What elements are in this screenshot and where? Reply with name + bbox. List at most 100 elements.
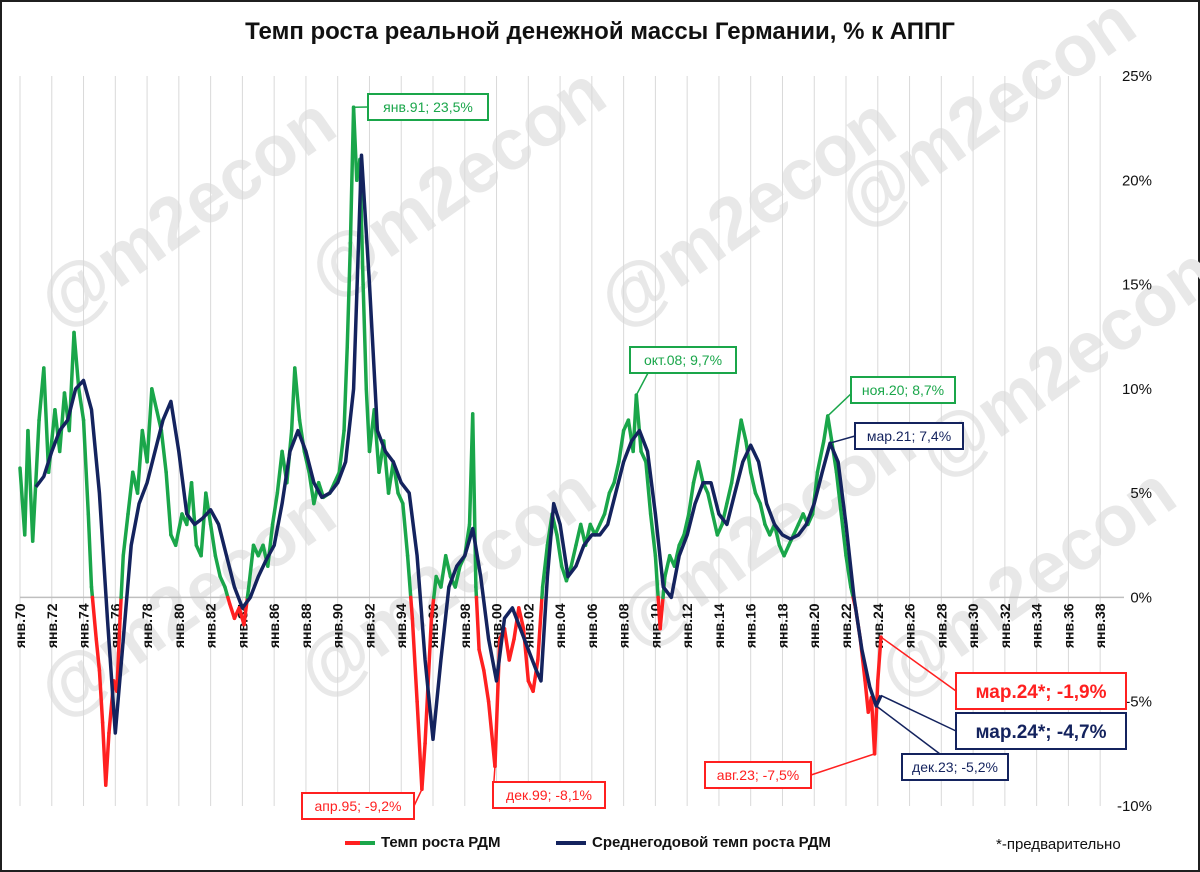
y-tick-label: 10%: [1122, 381, 1152, 398]
x-tick-label: янв.70: [12, 603, 28, 648]
watermark-text: @m2econ: [903, 231, 1200, 493]
x-tick-label: янв.38: [1092, 603, 1108, 648]
x-tick-label: янв.24: [870, 603, 886, 648]
series-rdm-segment: [687, 480, 696, 516]
series-rdm-segment: [753, 491, 762, 506]
series-rdm-segment: [758, 501, 767, 527]
annotation-leader: [635, 372, 649, 396]
x-tick-label: янв.18: [774, 603, 790, 648]
x-tick-label: янв.08: [616, 603, 632, 648]
series-rdm-segment: [432, 574, 438, 600]
series-rdm-segment: [531, 658, 540, 694]
annotation-layer: янв.91; 23,5% окт.08; 9,7% ноя.20; 8,7% мар…: [301, 93, 1127, 820]
series-rdm-segment: [502, 626, 512, 662]
series-rdm-segment: [30, 418, 41, 543]
series-rdm-segment: [634, 393, 643, 454]
series-rdm-segment: [453, 564, 462, 589]
chart-title: Темп роста реальной денежной массы Герма…: [245, 18, 955, 45]
watermark-layer: @m2econ@m2econ@m2econ@m2econ@m2econ@m2ec…: [23, 0, 1200, 733]
series-rdm-segment: [639, 449, 648, 464]
legend-item-rdm: Темп роста РДМ: [345, 834, 500, 851]
annotation-box: [367, 93, 489, 121]
y-tick-label: -5%: [1125, 694, 1152, 711]
series-rdm-segment: [477, 647, 486, 673]
series-rdm-segment: [672, 543, 681, 568]
legend-item-avg: Среднегодовой темп роста РДМ: [556, 834, 831, 851]
series-rdm-segment: [372, 407, 381, 475]
x-tick-label: янв.12: [679, 603, 695, 648]
series-layer: [18, 105, 883, 792]
y-tick-label: 15%: [1122, 277, 1152, 294]
series-rdm-segment: [415, 699, 424, 792]
series-rdm-segment: [94, 637, 102, 673]
annotation-box: [492, 781, 606, 809]
x-tick-label: янв.14: [711, 603, 727, 648]
series-rdm-segment: [345, 241, 353, 349]
series-rdm-segment: [607, 480, 616, 495]
series-rdm-segment: [126, 470, 135, 516]
x-tick-label: янв.88: [298, 603, 314, 648]
x-tick-label: янв.78: [139, 603, 155, 648]
series-rdm-segment: [218, 574, 227, 589]
series-rdm-segment: [872, 679, 880, 756]
series-rdm-segment: [164, 470, 173, 537]
series-rdm-segment: [439, 553, 448, 589]
series-rdm-segment: [208, 522, 218, 558]
series-rdm-segment: [555, 533, 564, 568]
series-rdm-segment: [420, 741, 427, 792]
annotation-box: [629, 346, 737, 374]
series-rdm-segment: [26, 428, 35, 543]
series-rdm-segment: [569, 543, 578, 568]
series-rdm-segment: [275, 449, 284, 495]
series-rdm-segment: [361, 282, 369, 391]
series-rdm-segment: [682, 512, 691, 537]
series-rdm-segment: [815, 439, 826, 475]
series-rdm-segment: [617, 428, 626, 464]
series-rdm-segment: [706, 491, 715, 516]
series-rdm-segment: [834, 470, 843, 516]
series-rdm-segment: [97, 668, 105, 725]
annotation-box: [704, 761, 812, 789]
series-rdm-segment: [57, 391, 67, 454]
axis-layer: -10% -5% 0% 5% 10% 15% 20% 25% янв.70 янв.72 янв.7…: [12, 68, 1152, 815]
series-rdm-segment: [135, 428, 145, 495]
series-rdm-segment: [223, 585, 230, 600]
series-rdm-segment: [844, 553, 853, 589]
series-rdm-segment: [204, 491, 213, 527]
series-rdm-segment: [744, 439, 753, 475]
annotation-label: ноя.20; 8,7%: [862, 382, 944, 398]
x-tick-label: янв.28: [933, 603, 949, 648]
series-rdm-segment: [739, 418, 748, 443]
x-tick-label: янв.92: [361, 603, 377, 648]
series-rdm-segment: [115, 616, 122, 694]
annotation-box: [955, 672, 1127, 710]
x-tick-label: янв.32: [997, 603, 1013, 648]
series-rdm-segment: [405, 553, 413, 600]
annotation-leader: [829, 435, 856, 444]
series-rdm-segment: [316, 480, 326, 500]
series-rdm-segment: [245, 585, 251, 600]
annotation-label: авг.23; -7,5%: [717, 767, 799, 783]
series-rdm-segment: [189, 480, 199, 548]
series-rdm-segment: [42, 366, 51, 475]
series-rdm-segment: [429, 595, 436, 621]
x-tick-label: янв.82: [203, 603, 219, 648]
series-rdm-segment: [782, 543, 791, 558]
series-rdm-segment: [725, 480, 734, 506]
series-rdm-segment: [876, 635, 883, 683]
y-tick-label: 20%: [1122, 172, 1152, 189]
series-rdm-segment: [337, 428, 346, 475]
annotation-leader: [810, 753, 875, 776]
series-rdm-segment: [474, 595, 481, 652]
x-tick-label: янв.20: [806, 603, 822, 648]
series-rdm-segment: [507, 637, 516, 662]
series-rdm-segment: [612, 460, 621, 485]
series-rdm-segment: [121, 512, 130, 558]
series-rdm-segment: [307, 470, 316, 506]
x-tick-label: янв.98: [457, 603, 473, 648]
x-tick-label: янв.30: [965, 603, 981, 648]
x-tick-label: янв.72: [44, 603, 60, 648]
series-rdm-segment: [663, 553, 672, 579]
y-tick-label: 25%: [1122, 68, 1152, 85]
